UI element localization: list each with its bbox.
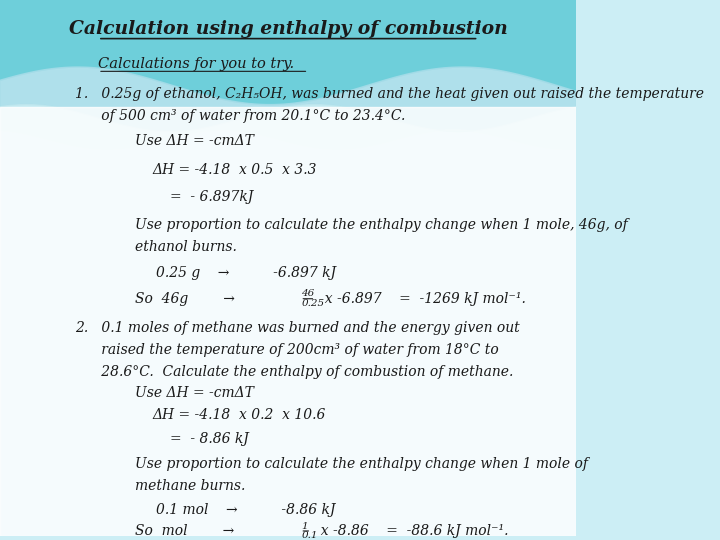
Text: ethanol burns.: ethanol burns. <box>135 240 238 254</box>
Polygon shape <box>0 0 577 105</box>
Text: So  46g        →: So 46g → <box>135 292 266 306</box>
Text: of 500 cm³ of water from 20.1°C to 23.4°C.: of 500 cm³ of water from 20.1°C to 23.4°… <box>75 110 405 123</box>
Polygon shape <box>0 105 577 149</box>
Text: 0.25: 0.25 <box>302 299 325 307</box>
Text: Use proportion to calculate the enthalpy change when 1 mole, 46g, of: Use proportion to calculate the enthalpy… <box>135 218 629 232</box>
Text: So  mol        →: So mol → <box>135 524 266 538</box>
Polygon shape <box>0 107 577 536</box>
Text: Calculations for you to try.: Calculations for you to try. <box>98 57 294 71</box>
Text: =  - 6.897kJ: = - 6.897kJ <box>170 191 253 204</box>
Polygon shape <box>0 67 577 131</box>
Text: ΔH = -4.18  x 0.5  x 3.3: ΔH = -4.18 x 0.5 x 3.3 <box>153 163 318 177</box>
Text: 46: 46 <box>302 289 315 299</box>
Text: 0.1 mol    →          -8.86 kJ: 0.1 mol → -8.86 kJ <box>156 503 335 517</box>
Text: 0.25 g    →          -6.897 kJ: 0.25 g → -6.897 kJ <box>156 266 336 280</box>
Text: Use ΔH = -cmΔT: Use ΔH = -cmΔT <box>135 386 254 400</box>
Text: Use proportion to calculate the enthalpy change when 1 mole of: Use proportion to calculate the enthalpy… <box>135 457 588 471</box>
Text: 2.   0.1 moles of methane was burned and the energy given out: 2. 0.1 moles of methane was burned and t… <box>75 321 520 335</box>
Text: =  - 8.86 kJ: = - 8.86 kJ <box>170 432 249 446</box>
Text: 1: 1 <box>302 522 308 531</box>
Text: x -6.897    =  -1269 kJ mol⁻¹.: x -6.897 = -1269 kJ mol⁻¹. <box>317 292 526 306</box>
Text: 0.1: 0.1 <box>302 531 318 540</box>
Text: ΔH = -4.18  x 0.2  x 10.6: ΔH = -4.18 x 0.2 x 10.6 <box>153 408 326 422</box>
Text: Use ΔH = -cmΔT: Use ΔH = -cmΔT <box>135 134 254 148</box>
Text: 28.6°C.  Calculate the enthalpy of combustion of methane.: 28.6°C. Calculate the enthalpy of combus… <box>75 365 513 379</box>
Text: x -8.86    =  -88.6 kJ mol⁻¹.: x -8.86 = -88.6 kJ mol⁻¹. <box>312 524 509 538</box>
Text: raised the temperature of 200cm³ of water from 18°C to: raised the temperature of 200cm³ of wate… <box>75 343 499 357</box>
Text: methane burns.: methane burns. <box>135 479 246 493</box>
Text: Calculation using enthalpy of combustion: Calculation using enthalpy of combustion <box>69 21 508 38</box>
Text: 1.   0.25g of ethanol, C₂H₅OH, was burned and the heat given out raised the temp: 1. 0.25g of ethanol, C₂H₅OH, was burned … <box>75 87 704 101</box>
